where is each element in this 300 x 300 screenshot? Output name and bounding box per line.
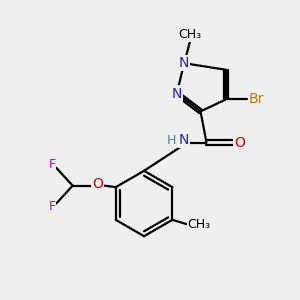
- Text: N: N: [179, 133, 189, 147]
- Text: F: F: [48, 158, 56, 171]
- Text: N: N: [172, 86, 182, 100]
- Text: CH₃: CH₃: [188, 218, 211, 231]
- Text: N: N: [179, 56, 189, 70]
- Text: O: O: [234, 136, 245, 150]
- Text: F: F: [48, 200, 56, 213]
- Text: Br: Br: [249, 92, 264, 106]
- Text: CH₃: CH₃: [178, 28, 202, 41]
- Text: H: H: [167, 134, 176, 147]
- Text: O: O: [92, 177, 103, 191]
